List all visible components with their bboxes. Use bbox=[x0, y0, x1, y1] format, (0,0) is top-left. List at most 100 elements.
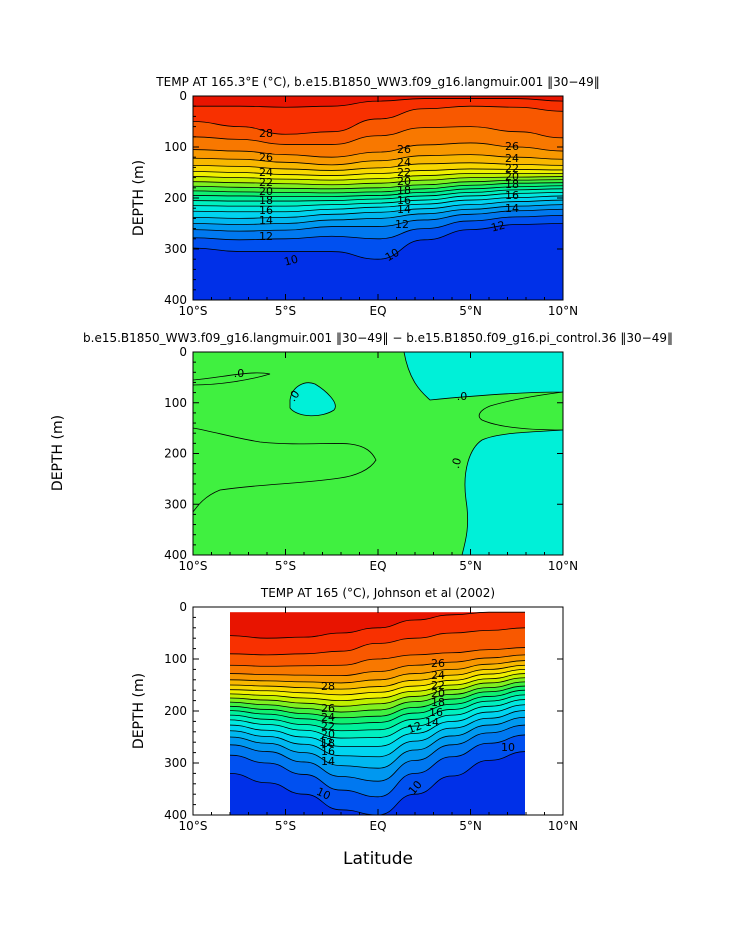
y-tick-label: 0 bbox=[179, 345, 187, 359]
contour-label: 12 bbox=[395, 218, 409, 231]
x-axis-label: Latitude bbox=[343, 849, 413, 869]
contour-label: 24 bbox=[505, 152, 519, 165]
x-tick-label: 10°S bbox=[179, 819, 208, 833]
isotherm-25 bbox=[193, 154, 563, 166]
isotherm-10 bbox=[230, 751, 525, 815]
contour-label: 22 bbox=[321, 720, 335, 733]
contour-label: .0 bbox=[457, 390, 468, 403]
contour-label: .0 bbox=[449, 456, 464, 470]
y-tick-label: 200 bbox=[164, 447, 187, 461]
isotherm-10 bbox=[193, 223, 563, 260]
contour-label: 24 bbox=[259, 166, 273, 179]
contour-label: 10 bbox=[501, 741, 515, 754]
panel-observed-temperature: TEMP AT 165 (°C), Johnson et al (2002) 2… bbox=[131, 586, 578, 869]
isotherm-26 bbox=[193, 142, 563, 158]
contour-label: 18 bbox=[505, 178, 519, 191]
panel-3-title: TEMP AT 165 (°C), Johnson et al (2002) bbox=[260, 586, 495, 600]
panel-2-axes: 10°S 5°S EQ 5°N 10°N 0 100 200 300 400 bbox=[164, 345, 578, 573]
panel-3-axes: 10°S 5°S EQ 5°N 10°N 0 100 200 300 400 bbox=[164, 600, 578, 833]
isotherm-20 bbox=[193, 179, 563, 190]
isotherm-21 bbox=[230, 677, 525, 707]
y-tick-label: 300 bbox=[164, 756, 187, 770]
panel-3-contour-lines bbox=[230, 611, 525, 815]
x-tick-label: 5°S bbox=[275, 559, 296, 573]
contour-label: 14 bbox=[259, 214, 273, 227]
y-tick-label: 400 bbox=[164, 293, 187, 307]
y-tick-label: 200 bbox=[164, 704, 187, 718]
y-tick-label: 300 bbox=[164, 242, 187, 256]
contour-label: 26 bbox=[321, 702, 335, 715]
x-tick-label: EQ bbox=[369, 304, 386, 318]
contour-label: 20 bbox=[505, 170, 519, 183]
isotherm-15 bbox=[193, 195, 563, 213]
isotherm-17 bbox=[230, 694, 525, 732]
isotherm-20 bbox=[230, 681, 525, 713]
isotherm-11 bbox=[230, 734, 525, 798]
contour-label: 24 bbox=[431, 669, 445, 682]
isotherm-16 bbox=[230, 699, 525, 739]
isotherm-23 bbox=[230, 669, 525, 696]
contour-label: 10 bbox=[314, 785, 332, 803]
isotherm-21 bbox=[193, 176, 563, 186]
contour-label: 16 bbox=[397, 194, 411, 207]
contour-label: 18 bbox=[321, 737, 335, 750]
y-tick-label: 300 bbox=[164, 497, 187, 511]
x-tick-label: 10°S bbox=[179, 559, 208, 573]
isotherm-17 bbox=[193, 188, 563, 202]
contour-label: 12 bbox=[259, 230, 273, 243]
contour-label: 10 bbox=[383, 246, 402, 264]
x-tick-label: 10°S bbox=[179, 304, 208, 318]
contour-label: 16 bbox=[259, 204, 273, 217]
contour-label: 24 bbox=[397, 156, 411, 169]
isotherm-25 bbox=[230, 660, 525, 684]
contour-label: .0 bbox=[234, 367, 245, 380]
contour-label: 26 bbox=[397, 143, 411, 156]
isotherm-11 bbox=[193, 214, 563, 241]
panel-1-y-label: DEPTH (m) bbox=[131, 160, 147, 236]
isotherm-26 bbox=[230, 654, 525, 677]
isotherm-14 bbox=[230, 710, 525, 758]
contour-label: 26 bbox=[431, 657, 445, 670]
diff-lime-south-band bbox=[193, 372, 271, 386]
contour-label: 10 bbox=[283, 253, 300, 269]
panel-model-temperature: TEMP AT 165.3°E (°C), b.e15.B1850_WW3.f0… bbox=[131, 75, 600, 318]
diff-cyan-southeast-region bbox=[461, 429, 563, 555]
isotherm-27 bbox=[193, 126, 563, 145]
contour-label: 12 bbox=[490, 219, 507, 235]
fill-band-below-10 bbox=[230, 751, 525, 815]
y-tick-label: 0 bbox=[179, 89, 187, 103]
y-tick-label: 400 bbox=[164, 548, 187, 562]
contour-label: 22 bbox=[397, 166, 411, 179]
contour-label: 22 bbox=[505, 162, 519, 175]
contour-label: 28 bbox=[321, 680, 335, 693]
isotherm-22 bbox=[193, 173, 563, 181]
y-tick-label: 100 bbox=[164, 396, 187, 410]
isotherm-12 bbox=[193, 208, 563, 232]
isotherm-19 bbox=[193, 182, 563, 194]
y-tick-label: 400 bbox=[164, 808, 187, 822]
contour-label: 14 bbox=[397, 203, 411, 216]
panel-2-filled-contours bbox=[193, 352, 563, 555]
panel-1-contour-labels: 2826242220181614121026242220181614121026… bbox=[259, 127, 519, 269]
contour-label: 12 bbox=[406, 719, 424, 736]
isotherm-13 bbox=[230, 716, 525, 769]
panel-1-axes: 10°S 5°S EQ 5°N 10°N 0 100 200 300 400 bbox=[164, 89, 578, 318]
isotherm-28 bbox=[230, 627, 525, 656]
isotherm-19 bbox=[230, 685, 525, 719]
x-tick-label: 10°N bbox=[548, 304, 578, 318]
y-tick-label: 100 bbox=[164, 140, 187, 154]
diff-cyan-south-patch bbox=[289, 382, 336, 417]
contour-label: 20 bbox=[397, 175, 411, 188]
fill-band-below-10 bbox=[193, 223, 563, 300]
isotherm-22 bbox=[230, 673, 525, 702]
contour-label: 22 bbox=[431, 679, 445, 692]
x-tick-label: 5°S bbox=[275, 819, 296, 833]
contour-label: 28 bbox=[259, 127, 273, 140]
isotherm-14 bbox=[193, 199, 563, 219]
x-tick-label: 5°N bbox=[459, 559, 482, 573]
isotherm-18 bbox=[230, 689, 525, 725]
x-tick-label: 5°N bbox=[459, 819, 482, 833]
panel-3-y-label: DEPTH (m) bbox=[131, 673, 147, 749]
isotherm-27 bbox=[230, 647, 525, 667]
